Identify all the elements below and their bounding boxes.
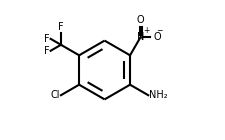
Text: O: O bbox=[136, 15, 144, 24]
Text: +: + bbox=[142, 26, 149, 35]
Text: O: O bbox=[153, 32, 160, 42]
Text: N: N bbox=[136, 32, 144, 42]
Text: Cl: Cl bbox=[50, 90, 60, 100]
Text: F: F bbox=[58, 22, 63, 32]
Text: −: − bbox=[156, 26, 162, 35]
Text: F: F bbox=[44, 46, 49, 56]
Text: F: F bbox=[44, 34, 49, 44]
Text: NH₂: NH₂ bbox=[149, 90, 167, 100]
